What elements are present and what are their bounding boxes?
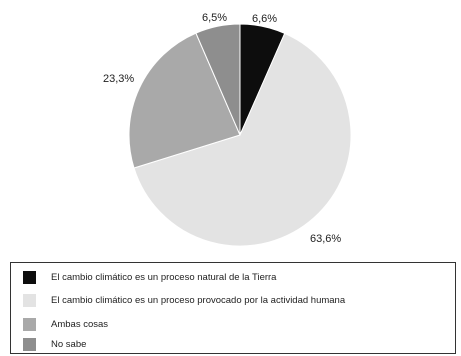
- legend-item-both: Ambas cosas: [23, 316, 108, 332]
- legend-item-unknown: No sabe: [23, 336, 86, 352]
- pie-label-natural: 6,6%: [252, 13, 277, 25]
- legend-item-human: El cambio climático es un proceso provoc…: [23, 292, 345, 308]
- pie-label-unknown: 6,5%: [202, 12, 227, 24]
- legend-swatch-human: [23, 293, 36, 307]
- legend-label-unknown: No sabe: [51, 338, 87, 350]
- pie-label-human: 63,6%: [310, 233, 341, 245]
- legend-label-human: El cambio climático es un proceso provoc…: [51, 294, 346, 306]
- pie-slice-human: [133, 32, 352, 247]
- legend-item-natural: El cambio climático es un proceso natura…: [23, 269, 276, 285]
- pie-chart: 6,6% 63,6% 23,3% 6,5%: [103, 12, 352, 247]
- legend-label-natural: El cambio climático es un proceso natura…: [51, 271, 277, 283]
- legend-swatch-natural: [23, 270, 36, 284]
- legend-swatch-both: [23, 317, 36, 331]
- legend: El cambio climático es un proceso natura…: [10, 262, 456, 354]
- pie-label-both: 23,3%: [103, 73, 134, 85]
- legend-swatch-unknown: [23, 337, 36, 351]
- pie-slice-unknown: [195, 23, 241, 136]
- pie-slice-both: [128, 32, 241, 169]
- legend-label-both: Ambas cosas: [51, 318, 109, 330]
